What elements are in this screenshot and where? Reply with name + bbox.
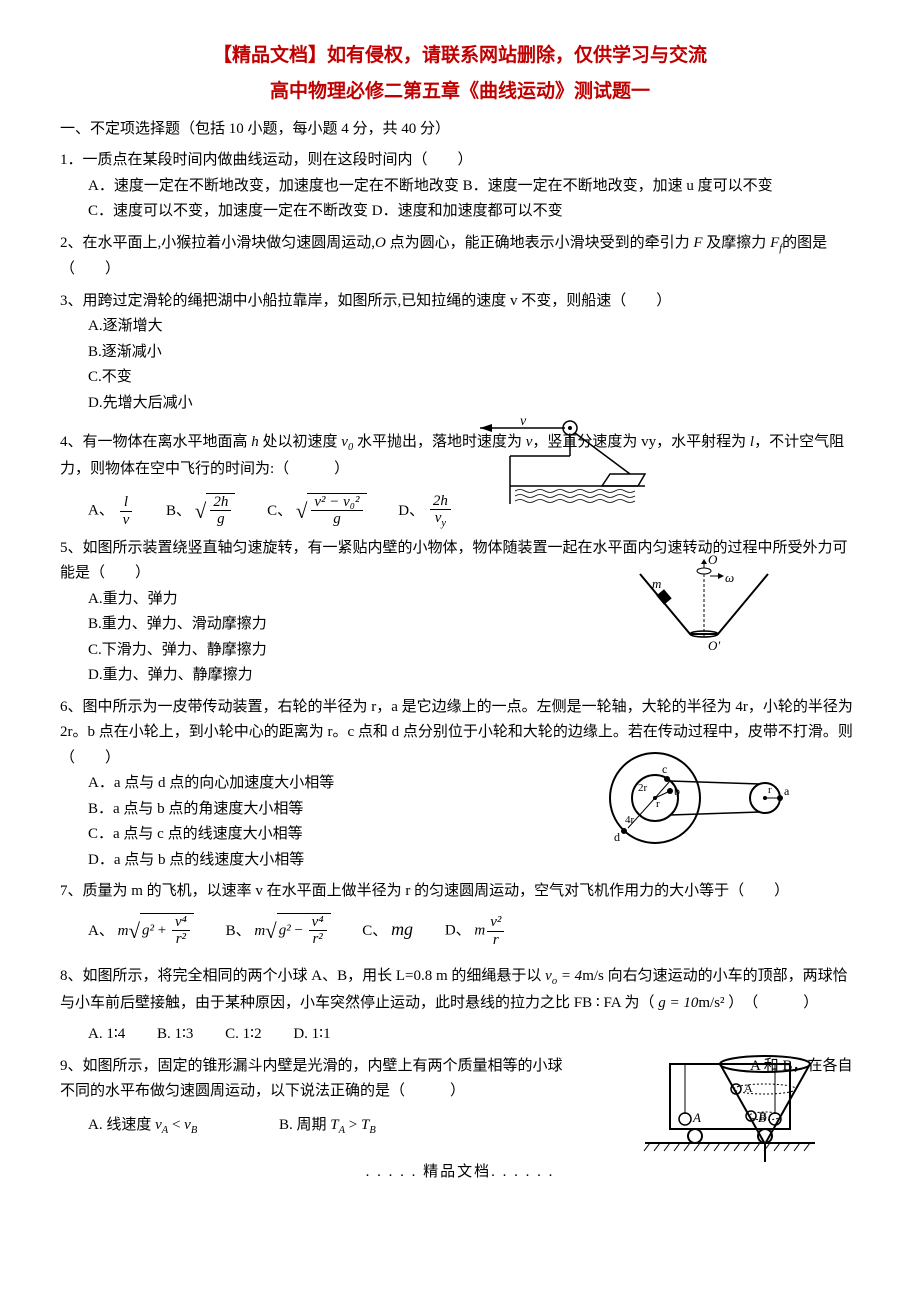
svg-text:O: O (708, 554, 718, 567)
q4-optA: A、 lv (88, 494, 134, 528)
question-9: 9、如图所示，固定的锥形漏斗内壁是光滑的，内壁上有两个质量相等的小球 A 和 B… (60, 1054, 860, 1140)
q9-optB: B. 周期 TA > TB (279, 1113, 376, 1140)
q3-optA: A.逐渐增大 (88, 314, 860, 340)
q1-optC: C．速度可以不变，加速度一定在不断改变 D．速度和加速度都可以不变 (88, 199, 860, 225)
question-1: 1．一质点在某段时间内做曲线运动，则在这段时间内（ ） A．速度一定在不断地改变… (60, 148, 860, 225)
svg-text:ω: ω (725, 570, 734, 585)
header-title: 高中物理必修二第五章《曲线运动》测试题一 (60, 76, 860, 108)
q2-stem-a: 2、在水平面上,小猴拉着小滑块做匀速圆周运动, (60, 235, 375, 251)
q4-optB: B、 2hg (166, 493, 235, 530)
q3-optC: C.不变 (88, 365, 860, 391)
q7-optD: D、 mv²r (445, 914, 507, 948)
svg-text:b: b (674, 784, 680, 798)
svg-text:r: r (768, 784, 772, 796)
header-notice: 【精品文档】如有侵权，请联系网站删除，仅供学习与交流 (60, 40, 860, 72)
q8-optB: B. 1∶3 (157, 1022, 193, 1048)
q7-optB: B、 mg² − v⁴r² (226, 913, 331, 950)
belt-drive-figure: c b d a 2r r 4r r (600, 743, 800, 853)
question-6: 6、图中所示为一皮带传动装置，右轮的半径为 r，a 是它边缘上的一点。左侧是一轮… (60, 695, 860, 874)
svg-text:a: a (784, 784, 790, 798)
svg-text:m: m (652, 576, 661, 591)
svg-text:r: r (656, 798, 660, 810)
q9-stem-a: 9、如图所示，固定的锥形漏斗内壁是光滑的，内壁上有两个质量相等的小球 (60, 1058, 563, 1074)
q8-vo: vo = 4m/s (545, 968, 604, 984)
q8-optD: D. 1∶1 (293, 1022, 330, 1048)
pulley-boat-figure: v (470, 416, 650, 506)
q2-O: O (375, 235, 386, 251)
svg-text:2r: 2r (638, 782, 648, 794)
q3-optB: B.逐渐减小 (88, 340, 860, 366)
funnel-figure: A B (710, 1044, 820, 1164)
q7-optA: A、 mg² + v⁴r² (88, 913, 194, 950)
q8-optC: C. 1∶2 (225, 1022, 261, 1048)
q8-stem-a: 8、如图所示，将完全相同的两个小球 A、B，用长 L=0.8 m 的细绳悬于以 (60, 968, 545, 984)
svg-text:v: v (520, 416, 527, 429)
q8-stem-c: ） （ ） (725, 995, 819, 1011)
q1-optA: A．速度一定在不断地改变，加速度也一定在不断地改变 B．速度一定在不断地改变，加… (88, 174, 860, 200)
question-2: 2、在水平面上,小猴拉着小滑块做匀速圆周运动,O 点为圆心，能正确地表示小滑块受… (60, 231, 860, 283)
q3-optD: D.先增大后减小 (88, 391, 860, 417)
q8-g: g = 10m/s² (658, 995, 724, 1011)
question-7: 7、质量为 m 的飞机，以速率 v 在水平面上做半径为 r 的匀速圆周运动，空气… (60, 879, 860, 950)
svg-text:c: c (662, 762, 667, 776)
rotating-cone-figure: O ω m O′ (630, 554, 780, 654)
svg-text:4r: 4r (625, 814, 635, 826)
q7-stem: 7、质量为 m 的飞机，以速率 v 在水平面上做半径为 r 的匀速圆周运动，空气… (60, 879, 860, 905)
q4-optC: C、 v² − v₀²g (267, 493, 366, 530)
q4-stem-b: 处以初速度 (259, 434, 342, 450)
question-5: 5、如图所示装置绕竖直轴匀速旋转，有一紧贴内壁的小物体，物体随装置一起在水平面内… (60, 536, 860, 689)
q4-optD: D、 2hvy (398, 493, 453, 530)
question-8: 8、如图所示，将完全相同的两个小球 A、B，用长 L=0.8 m 的细绳悬于以 … (60, 964, 860, 1048)
q7-optC: C、 mg (362, 914, 413, 945)
section-title: 一、不定项选择题（包括 10 小题，每小题 4 分，共 40 分） (60, 117, 860, 143)
q5-optD: D.重力、弹力、静摩擦力 (88, 663, 860, 689)
q3-stem: 3、用跨过定滑轮的绳把湖中小船拉靠岸，如图所示,已知拉绳的速度 v 不变，则船速… (60, 289, 860, 315)
q2-stem-c: 及摩擦力 (703, 235, 771, 251)
svg-text:O′: O′ (708, 638, 720, 653)
svg-text:d: d (614, 830, 620, 844)
q4-stem-a: 4、有一物体在离水平地面高 (60, 434, 251, 450)
q4-h: h (251, 434, 259, 450)
q1-stem: 1．一质点在某段时间内做曲线运动，则在这段时间内（ ） (60, 148, 860, 174)
svg-text:B: B (759, 1109, 767, 1123)
question-3: 3、用跨过定滑轮的绳把湖中小船拉靠岸，如图所示,已知拉绳的速度 v 不变，则船速… (60, 289, 860, 417)
q2-Ff: Ff (770, 235, 782, 251)
q2-F: F (693, 235, 702, 251)
q9-optA: A. 线速度 vA < vB (88, 1113, 197, 1140)
q2-stem-b: 点为圆心，能正确地表示小滑块受到的牵引力 (386, 235, 694, 251)
q8-optA: A. 1∶4 (88, 1022, 125, 1048)
svg-text:A: A (744, 1081, 753, 1095)
question-4: 4、有一物体在离水平地面高 h 处以初速度 v0 水平抛出，落地时速度为 v，竖… (60, 430, 860, 529)
q4-v0: v0 (341, 434, 353, 450)
